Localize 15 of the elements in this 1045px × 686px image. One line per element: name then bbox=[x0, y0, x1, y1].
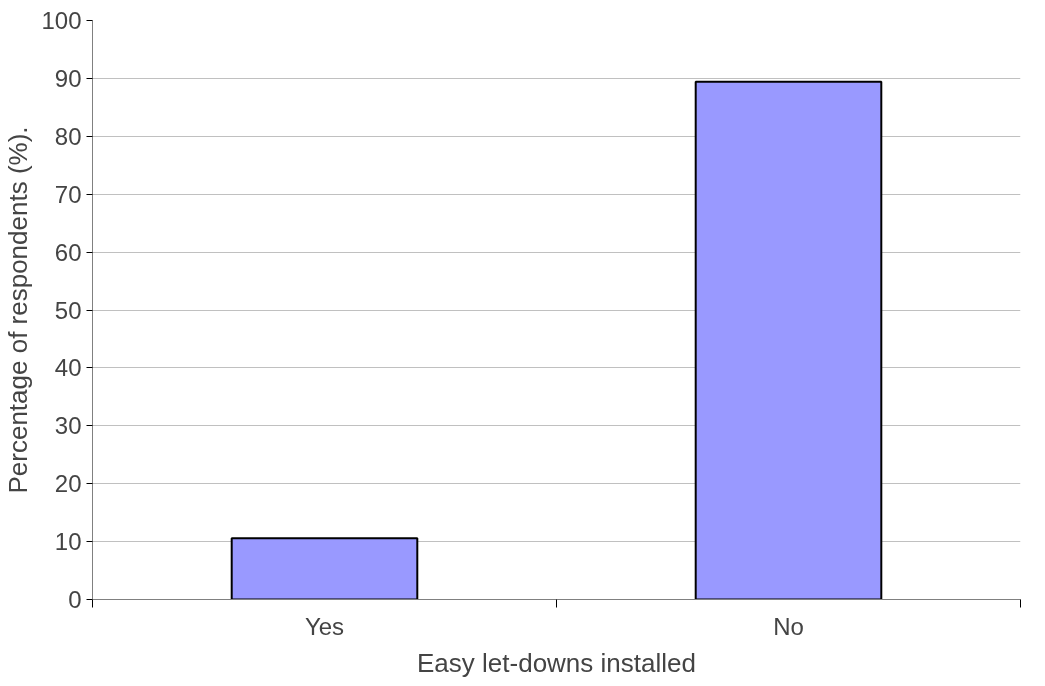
y-tick-label: 70 bbox=[54, 180, 82, 208]
y-tick-label: 10 bbox=[54, 528, 82, 556]
y-tick-label: 80 bbox=[54, 122, 82, 150]
y-tick-label: 90 bbox=[54, 64, 82, 92]
y-tick-label: 30 bbox=[54, 412, 82, 440]
y-axis-title: Percentage of respondents (%). bbox=[3, 126, 34, 494]
y-tick-label: 50 bbox=[54, 296, 82, 324]
y-tick-label: 0 bbox=[68, 586, 82, 613]
x-tick-label: Yes bbox=[304, 612, 345, 640]
y-tick-label: 20 bbox=[54, 470, 82, 498]
x-tick-label: No bbox=[773, 612, 804, 640]
y-tick-label: 40 bbox=[54, 354, 82, 382]
y-tick-label: 100 bbox=[41, 7, 82, 34]
y-tick-label: 60 bbox=[54, 238, 82, 266]
x-axis-title: Easy let-downs installed bbox=[417, 647, 696, 678]
